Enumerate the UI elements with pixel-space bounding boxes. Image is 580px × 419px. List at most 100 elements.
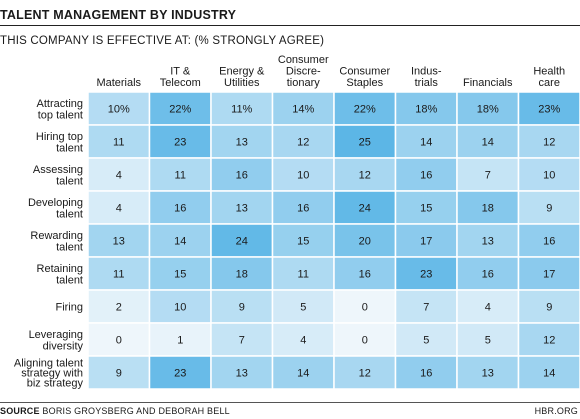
cell-value-r5-c3: 11 [298,269,309,281]
heatmap-cell-r2-c0 [87,157,151,192]
cell-value-r2-c3: 10 [297,170,309,182]
source-text: BORIS GROYSBERG AND DEBORAH BELL [39,406,230,416]
heatmap-cell-r5-c5 [394,256,458,291]
row-label-8: Aligning talent strategy with biz strategy [14,358,84,390]
cell-value-r3-c0: 4 [116,203,122,215]
cell-value-r4-c2: 24 [236,236,248,248]
heatmap-cell-r8-c6 [456,355,520,390]
column-label-1: IT & Telecom [160,66,201,90]
cell-value-r6-c5: 7 [423,302,429,314]
cell-value-r6-c6: 4 [485,302,491,314]
column-label-4: Consumer Staples [339,66,390,90]
heatmap-cell-r3-c4 [333,190,397,225]
cell-value-r6-c0: 2 [116,302,122,314]
cell-value-r3-c5: 15 [420,203,432,215]
column-label-7: Health care [533,66,565,90]
cell-value-r0-c1: 22% [169,104,191,116]
chart-title: TALENT MANAGEMENT BY INDUSTRY [0,8,237,22]
heatmap-cell-r1-c2 [210,124,274,159]
source-label: SOURCE [0,406,40,416]
cell-value-r8-c3: 14 [297,368,309,380]
row-label-7: Leveraging diversity [29,329,84,353]
cell-value-r3-c2: 13 [236,203,248,215]
heatmap-cell-r4-c6 [456,223,520,258]
heatmap-cell-r0-c6 [456,91,520,126]
cell-value-r0-c3: 14% [292,104,314,116]
cell-value-r1-c6: 14 [482,137,494,149]
heatmap-cell-r3-c6 [456,190,520,225]
row-label-5: Retaining talent [37,263,83,287]
cell-value-r8-c1: 23 [174,368,186,380]
cell-value-r7-c1: 1 [177,335,183,347]
cell-value-r5-c0: 11 [113,269,124,281]
cell-value-r7-c5: 5 [423,335,429,347]
heatmap-cell-r7-c0 [87,322,151,357]
cell-value-r4-c6: 13 [482,236,494,248]
cell-value-r1-c4: 25 [359,137,371,149]
row-label-3: Developing talent [28,197,83,221]
cell-value-r8-c7: 14 [543,368,555,380]
cell-value-r7-c0: 0 [116,335,122,347]
chart-subtitle: THIS COMPANY IS EFFECTIVE AT: (% STRONGL… [0,35,325,47]
cell-value-r7-c6: 5 [485,335,491,347]
heatmap-cell-r6-c6 [456,289,520,324]
cell-value-r8-c6: 13 [482,368,494,380]
cell-value-r4-c0: 13 [113,236,125,248]
title-rule [0,25,580,26]
cell-value-r5-c7: 17 [543,269,555,281]
cell-value-r7-c7: 12 [543,335,555,347]
cell-value-r0-c2: 11% [231,104,252,116]
cell-value-r1-c7: 12 [543,137,555,149]
cell-value-r1-c0: 11 [113,137,124,149]
cell-value-r6-c4: 0 [362,302,368,314]
column-label-3: Consumer Discre-tionary [278,54,329,89]
cell-value-r4-c5: 17 [420,236,432,248]
heatmap-cell-r4-c4 [333,223,397,258]
cell-value-r1-c5: 14 [420,137,432,149]
heatmap-cell-r5-c7 [517,256,580,291]
heatmap-cell-r8-c5 [394,355,458,390]
cell-value-r6-c1: 10 [174,302,186,314]
row-label-4: Rewarding talent [30,230,83,254]
heatmap-cell-r7-c1 [148,322,212,357]
heatmap-cell-r7-c4 [333,322,397,357]
source-note: SOURCE BORIS GROYSBERG AND DEBORAH BELL [0,406,230,416]
cell-value-r2-c7: 10 [543,170,555,182]
heatmap-cell-r7-c7 [517,322,580,357]
heatmap-cell-r6-c4 [333,289,397,324]
row-label-6: Firing [55,302,83,314]
heatmap-cell-r0-c1 [148,91,212,126]
cell-value-r5-c1: 15 [174,269,186,281]
cell-value-r3-c1: 16 [174,203,186,215]
cell-value-r8-c4: 12 [359,368,371,380]
heatmap-cell-r0-c0 [87,91,151,126]
cell-value-r3-c6: 18 [482,203,494,215]
brand-label: HBR.ORG [534,406,578,416]
cell-value-r2-c6: 7 [485,170,491,182]
cell-value-r6-c7: 9 [546,302,552,314]
cell-value-r1-c2: 13 [236,137,248,149]
heatmap-cell-r8-c4 [333,355,397,390]
heatmap-cell-r5-c0 [87,256,151,291]
cell-value-r6-c2: 9 [239,302,245,314]
row-label-2: Assessing talent [33,164,83,188]
cell-value-r0-c5: 18% [415,104,437,116]
cell-value-r3-c4: 24 [359,203,371,215]
heatmap-chart: Materials IT & Telecom Energy & Utilities Con… [14,54,580,390]
heatmap-cell-r8-c1 [148,355,212,390]
heatmap-cell-r5-c3 [271,256,335,291]
row-label-1: Hiring top talent [36,131,83,155]
heatmap-cell-r2-c4 [333,157,397,192]
cell-value-r7-c3: 4 [300,335,306,347]
heatmap-cell-r8-c0 [87,355,151,390]
cell-value-r2-c4: 12 [359,170,371,182]
cell-value-r0-c0: 10% [108,104,130,116]
cell-value-r2-c2: 16 [236,170,248,182]
cell-value-r3-c7: 9 [546,203,552,215]
heatmap-cell-r2-c2 [210,157,274,192]
cell-value-r4-c4: 20 [359,236,371,248]
cell-value-r5-c6: 16 [482,269,494,281]
cell-value-r4-c7: 16 [543,236,555,248]
cell-value-r0-c4: 22% [354,104,376,116]
cell-value-r1-c3: 12 [297,137,309,149]
